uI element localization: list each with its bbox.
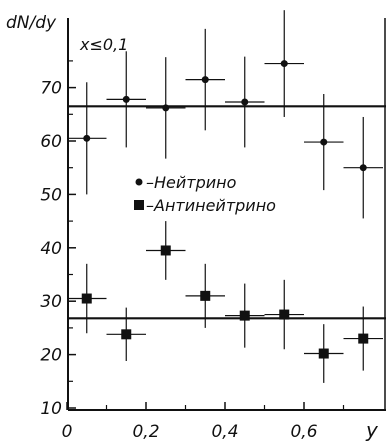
- legend-label: –Нейтрино: [146, 173, 237, 192]
- y-tick-label: 50: [40, 185, 62, 205]
- axes: [67, 18, 386, 411]
- data-point-square: [121, 329, 132, 340]
- data-point-circle: [320, 138, 328, 146]
- data-point-square: [160, 245, 171, 256]
- data-point-circle: [162, 104, 170, 112]
- y-tick-label: 70: [40, 79, 62, 99]
- data-point-circle: [280, 60, 288, 68]
- y-tick-label: 10: [40, 399, 62, 419]
- y-tick-label: 20: [40, 346, 62, 366]
- x-tick-label: 0,4: [211, 422, 238, 442]
- legend-label: –Антинейтрино: [146, 196, 276, 215]
- data-point-square: [239, 310, 250, 321]
- data-point-circle: [241, 98, 249, 106]
- x-axis-label: y: [365, 418, 379, 442]
- data-point-circle: [83, 134, 91, 142]
- legend-circle-marker: [135, 178, 143, 186]
- y-tick-label: 30: [40, 292, 62, 312]
- fit-lines: [68, 105, 386, 320]
- y-tick-label: 40: [40, 239, 62, 259]
- x-tick-label: 0,2: [132, 422, 159, 442]
- legend-square-marker: [134, 200, 144, 210]
- y-axis-label: dN/dy: [6, 13, 57, 33]
- x-tick-label: 0,6: [290, 422, 317, 442]
- plot-annotation: x≤0,1: [79, 35, 128, 54]
- data-point-square: [279, 309, 290, 320]
- data-point-square: [318, 348, 329, 359]
- data-point-circle: [201, 76, 209, 84]
- data-point-circle: [359, 164, 367, 172]
- data-marks: [68, 10, 383, 383]
- y-tick-label: 60: [40, 132, 62, 152]
- ticks: 10 20 30 40 50 60 70 0 0,2 0,4 0,6: [40, 60, 345, 442]
- data-point-square: [81, 293, 92, 304]
- data-point-circle: [122, 95, 130, 103]
- data-point-square: [358, 333, 369, 344]
- legend: –Нейтрино –Антинейтрино: [134, 173, 276, 215]
- data-point-square: [200, 290, 211, 301]
- x-tick-label: 0: [62, 422, 73, 442]
